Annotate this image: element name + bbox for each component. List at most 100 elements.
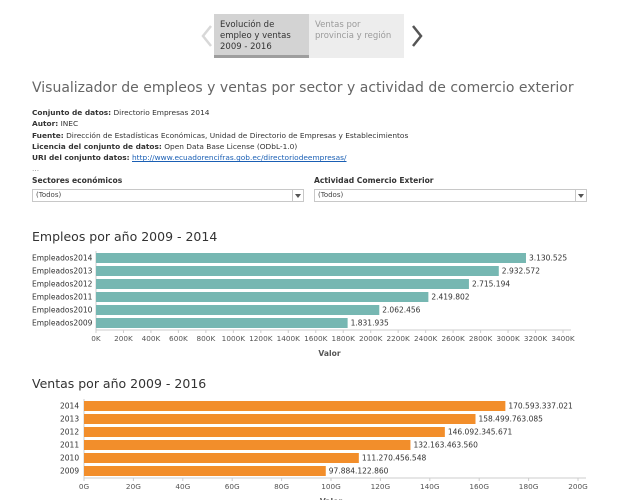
category-label: 2013 [60, 415, 79, 424]
filter-label: Sectores económicos [32, 176, 123, 185]
x-tick-label: 400K [142, 334, 161, 343]
bar [96, 318, 348, 328]
x-axis-title: Valor [318, 349, 340, 358]
page-title: Visualizador de empleos y ventas por sec… [32, 80, 574, 96]
x-tick-label: 2600K [441, 334, 465, 343]
dropdown-toggle[interactable] [575, 190, 586, 201]
x-tick-label: 200G [568, 482, 588, 491]
metadata-source: Fuente: Dirección de Estadísticas Económ… [32, 130, 408, 141]
dropdown-value: (Todos) [36, 191, 62, 199]
story-tab-evolucion[interactable]: Evolución de empleo y ventas 2009 - 2016 [214, 14, 309, 58]
category-label: 2009 [60, 467, 79, 476]
x-tick-label: 140G [420, 482, 440, 491]
category-label: 2012 [60, 428, 79, 437]
data-label: 2.062.456 [382, 306, 420, 315]
metadata-uri: URI del conjunto datos: http://www.ecuad… [32, 152, 408, 163]
dataset-uri-link[interactable]: http://www.ecuadorencifras.gob.ec/direct… [132, 153, 347, 163]
ventas-chart-title: Ventas por año 2009 - 2016 [32, 376, 207, 391]
metadata-value: INEC [60, 119, 79, 129]
metadata-label: URI del conjunto datos: [32, 153, 130, 163]
x-tick-label: 2000K [359, 334, 383, 343]
category-label: Empleados2011 [32, 293, 93, 302]
x-tick-label: 3200K [524, 334, 548, 343]
data-label: 3.130.525 [529, 254, 567, 263]
empleos-bar-chart: Empleados2014 3.130.525 Empleados2013 2.932… [32, 251, 575, 358]
data-label: 132.163.463.560 [413, 441, 478, 450]
x-tick-label: 60G [225, 482, 240, 491]
category-label: Empleados2012 [32, 280, 93, 289]
category-label: Empleados2013 [32, 267, 93, 276]
x-tick-label: 1000K [222, 334, 246, 343]
x-tick-label: 800K [197, 334, 216, 343]
metadata-dataset: Conjunto de datos: Directorio Empresas 2… [32, 107, 408, 118]
ventas-bar-chart: 2014 170.593.337.021 2013 158.499.763.085 20… [60, 399, 588, 500]
story-tab-ventas-provincia[interactable]: Ventas por provincia y región [309, 14, 404, 58]
metadata-author: Autor: INEC [32, 118, 408, 129]
metadata-value: Dirección de Estadísticas Económicas, Un… [66, 130, 409, 140]
data-label: 97.884.122.860 [329, 467, 389, 476]
caret-down-icon [295, 193, 301, 198]
category-label: 2011 [60, 441, 79, 450]
x-tick-label: 160G [469, 482, 489, 491]
x-tick-label: 120G [371, 482, 391, 491]
next-story-point-button[interactable] [408, 22, 426, 50]
story-tab-label: Ventas por provincia y región [315, 20, 392, 41]
data-label: 111.270.456.548 [362, 454, 427, 463]
category-label: Empleados2009 [32, 319, 93, 328]
bar [84, 440, 411, 450]
category-label: 2014 [60, 402, 79, 411]
x-axis-title: Valor [320, 497, 342, 500]
x-tick-label: 180G [519, 482, 539, 491]
empleos-chart-title: Empleos por año 2009 - 2014 [32, 229, 218, 244]
category-label: Empleados2010 [32, 306, 93, 315]
metadata-license: Licencia del conjunto de datos: Open Dat… [32, 141, 408, 152]
x-tick-label: 0K [91, 334, 101, 343]
dropdown-value: (Todos) [318, 191, 344, 199]
data-label: 1.831.935 [351, 319, 389, 328]
x-tick-label: 20G [126, 482, 141, 491]
bar [96, 266, 499, 276]
category-label: Empleados2014 [32, 254, 93, 263]
x-tick-label: 0G [79, 482, 90, 491]
caret-down-icon [578, 193, 584, 198]
data-label: 158.499.763.085 [478, 415, 543, 424]
x-tick-label: 40G [175, 482, 190, 491]
actividad-dropdown[interactable]: (Todos) [314, 189, 587, 202]
metadata-ellipsis: ... [32, 164, 40, 174]
dataset-metadata: Conjunto de datos: Directorio Empresas 2… [32, 107, 408, 175]
x-tick-label: 2400K [414, 334, 438, 343]
metadata-label: Autor: [32, 119, 59, 129]
x-tick-label: 1600K [304, 334, 328, 343]
story-tab-label: Evolución de empleo y ventas 2009 - 2016 [220, 20, 291, 52]
x-tick-label: 1200K [249, 334, 273, 343]
x-tick-label: 600K [169, 334, 188, 343]
bar [84, 453, 359, 463]
filter-sectores: Sectores económicos (Todos) [32, 176, 304, 202]
metadata-value: Directorio Empresas 2014 [113, 108, 210, 117]
x-tick-label: 100G [321, 482, 341, 491]
x-tick-label: 1800K [332, 334, 356, 343]
metadata-label: Fuente: [32, 130, 64, 140]
dropdown-toggle[interactable] [292, 190, 303, 201]
filter-label: Actividad Comercio Exterior [314, 176, 434, 185]
bar [84, 427, 445, 437]
previous-story-point-button[interactable] [198, 22, 216, 50]
metadata-label: Conjunto de datos: [32, 108, 112, 117]
data-label: 2.419.802 [431, 293, 469, 302]
bar [84, 414, 476, 424]
chevron-left-icon [201, 25, 212, 47]
x-tick-label: 200K [114, 334, 133, 343]
bar [96, 292, 429, 302]
metadata-value: Open Data Base License (ODbL-1.0) [164, 141, 298, 151]
chevron-right-icon [412, 25, 423, 47]
x-tick-label: 3400K [551, 334, 575, 343]
bar [84, 401, 506, 411]
data-label: 2.932.572 [502, 267, 540, 276]
data-label: 2.715.194 [472, 280, 510, 289]
x-tick-label: 3000K [496, 334, 520, 343]
data-label: 170.593.337.021 [508, 402, 573, 411]
x-tick-label: 80G [274, 482, 289, 491]
data-label: 146.092.345.671 [448, 428, 513, 437]
bar [96, 253, 526, 263]
sectores-dropdown[interactable]: (Todos) [32, 189, 304, 202]
